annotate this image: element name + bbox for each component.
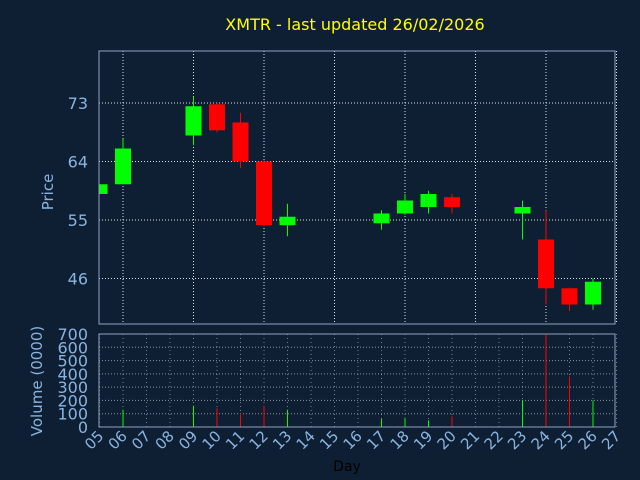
candle-body [444, 197, 460, 207]
candles [99, 96, 601, 311]
volume-tick-label: 400 [57, 365, 88, 384]
x-axis-label: Day [333, 459, 361, 475]
price-panel: 46 55 64 73 Price [39, 50, 617, 325]
volume-tick-label: 100 [57, 405, 88, 424]
volume-tick-label: 200 [57, 391, 88, 410]
candle-body [115, 148, 131, 185]
volume-tick-label: 300 [57, 378, 88, 397]
price-plot-frame [98, 50, 616, 325]
volume-tick-label: 700 [57, 325, 88, 344]
price-y-ticks: 46 55 64 73 [68, 94, 88, 289]
candle-body [397, 200, 413, 214]
volume-tick-label: 500 [57, 352, 88, 371]
volume-plot-frame [98, 333, 616, 428]
candle-body [256, 161, 272, 226]
price-axis-label: Price [39, 174, 57, 211]
candle-body [420, 194, 437, 207]
candle-body [514, 207, 531, 214]
volume-bars [122, 334, 594, 427]
candle-body [561, 288, 578, 305]
candle-body [232, 122, 249, 162]
candle-body [585, 281, 601, 305]
price-tick-label: 55 [68, 211, 88, 230]
candle-body [279, 216, 296, 226]
volume-tick-label: 0 [78, 418, 88, 437]
volume-axis-label: Volume (0000) [28, 326, 46, 436]
candle-body [373, 213, 390, 224]
candle-body [100, 184, 108, 194]
chart-title: XMTR - last updated 26/02/2026 [225, 15, 484, 34]
candle-body [538, 239, 554, 289]
candle-body [185, 106, 202, 136]
volume-tick-label: 600 [57, 338, 88, 357]
candle-body [209, 104, 225, 131]
price-tick-label: 73 [68, 94, 88, 113]
price-tick-label: 46 [68, 270, 88, 289]
x-axis-ticks: 0506070809101112131415161718192021222324… [81, 427, 624, 453]
price-tick-label: 64 [68, 153, 88, 172]
price-grid [99, 51, 617, 324]
